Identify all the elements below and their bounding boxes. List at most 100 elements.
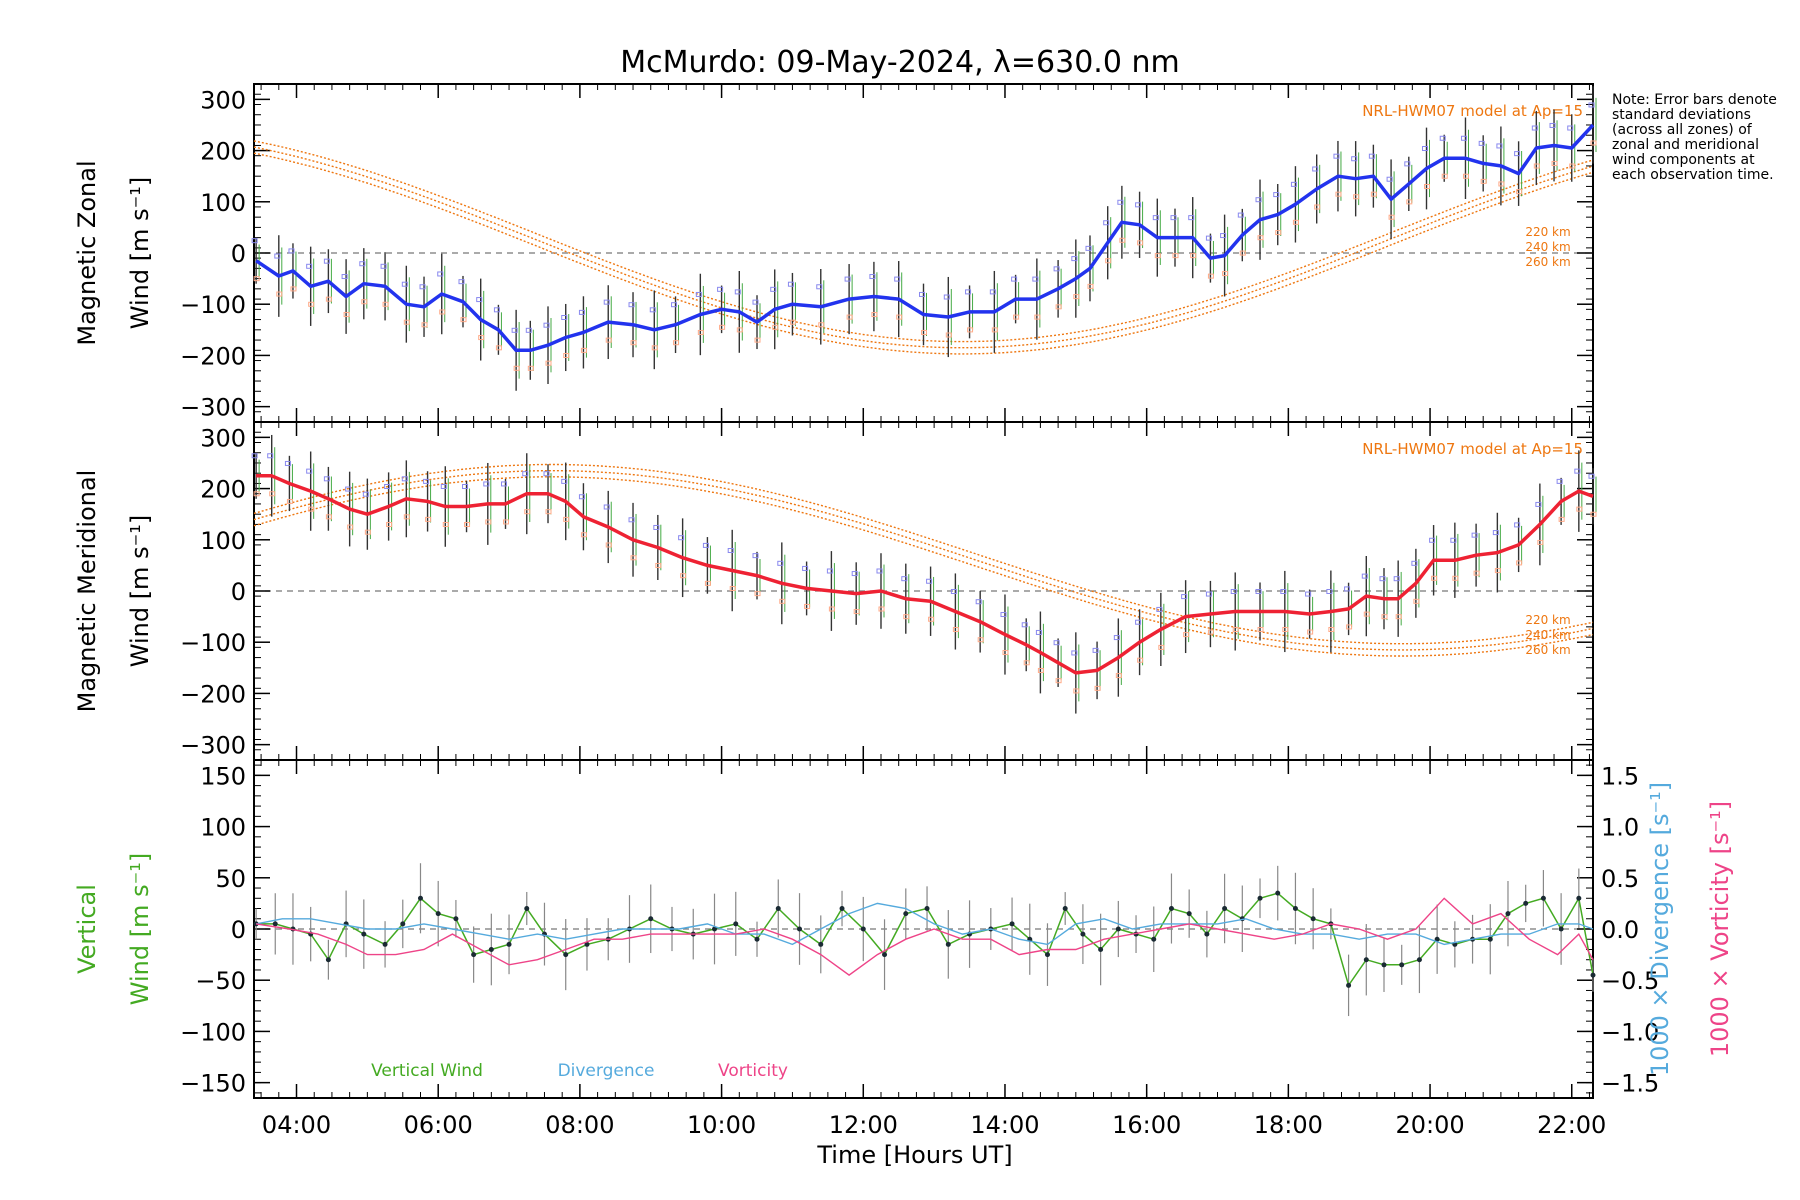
zone-marker [603, 299, 610, 305]
zone-marker [1549, 122, 1556, 128]
zone-marker [267, 453, 274, 459]
zone-marker [1232, 626, 1239, 632]
zone-marker [437, 271, 444, 277]
zone-marker [362, 491, 369, 497]
zone-marker [1353, 194, 1360, 200]
zone-marker [1011, 276, 1018, 282]
zone-marker [290, 286, 297, 292]
vertical-wind-point [1098, 946, 1104, 952]
zone-marker [1326, 588, 1333, 594]
zone-marker [364, 529, 371, 535]
zone-marker [343, 312, 350, 318]
zone-marker [1516, 189, 1523, 195]
zone-marker [1351, 156, 1358, 162]
zone-marker [1312, 166, 1319, 172]
zone-marker [1588, 102, 1595, 108]
zone-marker [919, 291, 925, 297]
zone-marker [787, 281, 794, 287]
vertical-wind-point [1009, 921, 1015, 927]
zone-marker [1537, 539, 1544, 545]
x-axis: 04:00 06:00 08:00 10:00 12:00 14:00 16:00 18:00… [262, 1111, 1606, 1139]
y-axis-label-line1: Vertical [73, 884, 101, 974]
vertical-wind-point [524, 906, 530, 912]
zone-marker [816, 284, 823, 290]
series-line-vorticity [255, 897, 1594, 976]
zone-marker [950, 588, 957, 594]
vertical-wind-point [733, 921, 739, 927]
zone-marker [1085, 245, 1092, 251]
zone-marker [630, 555, 637, 561]
legend-entry-2: Divergence [558, 1061, 655, 1081]
zone-marker [630, 340, 637, 346]
zone-marker [818, 322, 825, 328]
vertical-wind-point [839, 906, 845, 912]
y-tick-label: 200 [200, 138, 246, 166]
x-tick-label: 14:00 [970, 1111, 1039, 1139]
vertical-wind-point [1044, 952, 1050, 958]
zone-marker [991, 327, 998, 333]
zone-marker [1473, 570, 1480, 576]
model-curve-2 [253, 470, 1594, 651]
zone-marker [1135, 202, 1142, 208]
vertical-wind-point [1590, 972, 1596, 978]
y-tick-label: 300 [200, 424, 246, 452]
zone-marker [921, 329, 927, 335]
model-altitude-label: 220 km [1525, 225, 1570, 239]
zone-marker [649, 307, 656, 313]
zone-marker [1411, 560, 1418, 566]
zone-marker [894, 276, 901, 282]
zone-marker [442, 522, 449, 527]
zone-marker [770, 286, 777, 292]
zone-marker [1480, 178, 1487, 184]
model-curve-1 [253, 476, 1594, 657]
zone-marker [752, 553, 759, 559]
zone-marker [628, 302, 635, 308]
zone-marker [651, 345, 658, 351]
zone-marker [561, 315, 568, 320]
vertical-wind-point [1346, 982, 1352, 988]
zone-marker [439, 309, 446, 315]
zone-marker [485, 519, 492, 525]
zone-marker [1002, 650, 1009, 656]
zone-marker [578, 309, 585, 315]
zone-marker [1361, 573, 1368, 579]
zone-marker [1117, 199, 1124, 205]
zone-marker [1034, 314, 1041, 320]
zone-marker [671, 302, 678, 308]
legend-entry-3: Vorticity [718, 1061, 788, 1081]
zone-marker [1119, 237, 1126, 243]
vertical-wind-point [435, 911, 441, 917]
zone-marker [493, 307, 500, 313]
zone-marker [952, 626, 959, 632]
vertical-wind-point [882, 952, 888, 958]
zone-marker [903, 614, 910, 620]
zone-marker [655, 562, 662, 568]
x-tick-label: 12:00 [829, 1111, 898, 1139]
vertical-wind-point [1292, 906, 1298, 912]
zone-marker [543, 471, 550, 477]
zone-marker [286, 498, 293, 504]
vertical-wind-point [506, 941, 512, 947]
x-tick-label: 22:00 [1537, 1111, 1606, 1139]
zone-marker [1307, 629, 1314, 635]
zone-marker [253, 491, 260, 497]
zone-marker [965, 289, 972, 295]
zone-marker [1533, 163, 1540, 169]
zone-marker [380, 263, 387, 269]
zone-marker [580, 347, 587, 353]
right-tick-label: 1.0 [1601, 814, 1639, 842]
series-line-vertical-wind [256, 892, 1594, 988]
zone-marker [341, 274, 348, 280]
model-curve-1 [253, 152, 1594, 355]
zone-marker [702, 542, 709, 548]
zone-marker [1073, 294, 1080, 300]
vertical-wind-point [325, 957, 331, 963]
vertical-wind-point [1186, 911, 1192, 917]
model-altitude-label: 240 km [1525, 628, 1570, 642]
zone-marker [306, 468, 313, 474]
zone-marker [1290, 181, 1297, 187]
y-tick-label: 0 [231, 240, 246, 268]
zone-marker [851, 571, 858, 577]
zone-marker [525, 327, 532, 333]
x-axis-label: Time [Hours UT] [816, 1141, 1012, 1169]
